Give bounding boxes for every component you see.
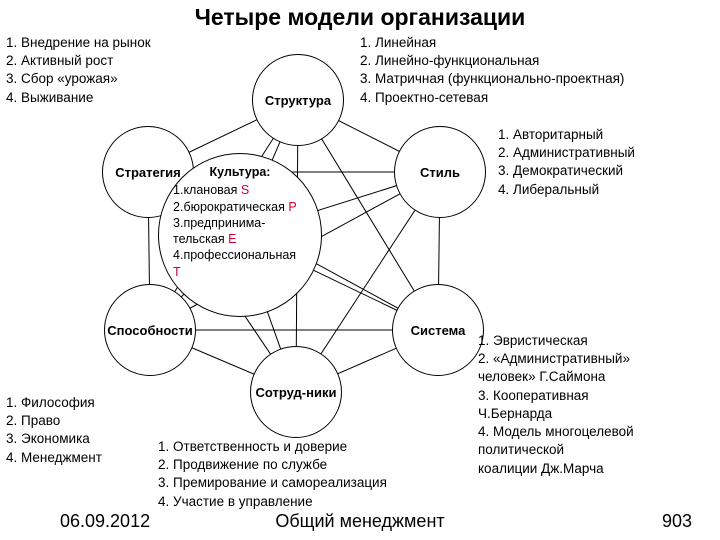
list-item: 3. Матричная (функционально-проектная) xyxy=(360,70,624,88)
list-item: 3. Кооперативная xyxy=(478,387,634,405)
list-item: политической xyxy=(478,441,634,459)
list-item: 4. Участие в управление xyxy=(158,493,387,511)
list-item: 2. Линейно-функциональная xyxy=(360,52,624,70)
list-item: 1. Философия xyxy=(6,394,102,412)
list-item: 2. Продвижение по службе xyxy=(158,456,387,474)
list-item: 4. Выживание xyxy=(6,89,151,107)
node-label: Способности xyxy=(107,323,192,338)
node-style: Стиль xyxy=(394,126,486,218)
list-item: 1. Внедрение на рынок xyxy=(6,34,151,52)
node-label: Стратегия xyxy=(115,165,181,180)
list-item: 4. Менеджмент xyxy=(6,449,102,467)
node-system: Система xyxy=(392,284,484,376)
node-label: Сотруд-ники xyxy=(256,385,337,400)
list-item: коалиции Дж.Марча xyxy=(478,460,634,478)
list-item: 2. Активный рост xyxy=(6,52,151,70)
list-item: 1. Эвристическая xyxy=(478,332,634,350)
list-system-items: 1. Эвристическая2. «Административный» че… xyxy=(478,332,634,478)
list-item: 1. Авторитарный xyxy=(498,126,635,144)
list-item: 3. Экономика xyxy=(6,430,102,448)
list-style-items: 1. Авторитарный2. Административный3. Дем… xyxy=(498,126,635,199)
list-item: 4. Проектно-сетевая xyxy=(360,89,624,107)
node-label: Структура xyxy=(265,93,331,108)
list-skills-items: 1. Философия2. Право3. Экономика4. Менед… xyxy=(6,394,102,467)
list-item: 2. Административный xyxy=(498,144,635,162)
list-item: Ч.Бернарда xyxy=(478,405,634,423)
center-line: 2.бюрократическая P xyxy=(173,199,307,215)
list-strategy-items: 1. Внедрение на рынок2. Активный рост3. … xyxy=(6,34,151,107)
footer-center: Общий менеджмент xyxy=(0,511,720,532)
list-item: человек» Г.Саймона xyxy=(478,368,634,386)
node-label: Система xyxy=(411,323,466,338)
node-skills: Способности xyxy=(104,284,196,376)
list-staff-items: 1. Ответственность и доверие2. Продвижен… xyxy=(158,438,387,511)
center-line: 4.профессиональная T xyxy=(173,247,307,280)
center-line: 3.предпринима- xyxy=(173,215,307,231)
list-item: 2. «Административный» xyxy=(478,350,634,368)
list-item: 4. Либеральный xyxy=(498,181,635,199)
list-item: 3. Сбор «урожая» xyxy=(6,70,151,88)
center-header: Культура: xyxy=(173,164,307,180)
list-item: 4. Модель многоцелевой xyxy=(478,423,634,441)
node-staff: Сотруд-ники xyxy=(250,346,342,438)
list-item: 1. Ответственность и доверие xyxy=(158,438,387,456)
footer-page: 903 xyxy=(662,511,692,532)
center-line: тельская E xyxy=(173,231,307,247)
node-culture-center: Культура: 1.клановая S 2.бюрократическая… xyxy=(158,153,322,317)
center-line: 1.клановая S xyxy=(173,182,307,198)
list-item: 2. Право xyxy=(6,412,102,430)
list-item: 3. Демократический xyxy=(498,162,635,180)
list-item: 1. Линейная xyxy=(360,34,624,52)
list-structure-items: 1. Линейная2. Линейно-функциональная3. М… xyxy=(360,34,624,107)
list-item: 3. Премирование и самореализация xyxy=(158,474,387,492)
node-structure: Структура xyxy=(252,54,344,146)
node-label: Стиль xyxy=(420,165,460,180)
